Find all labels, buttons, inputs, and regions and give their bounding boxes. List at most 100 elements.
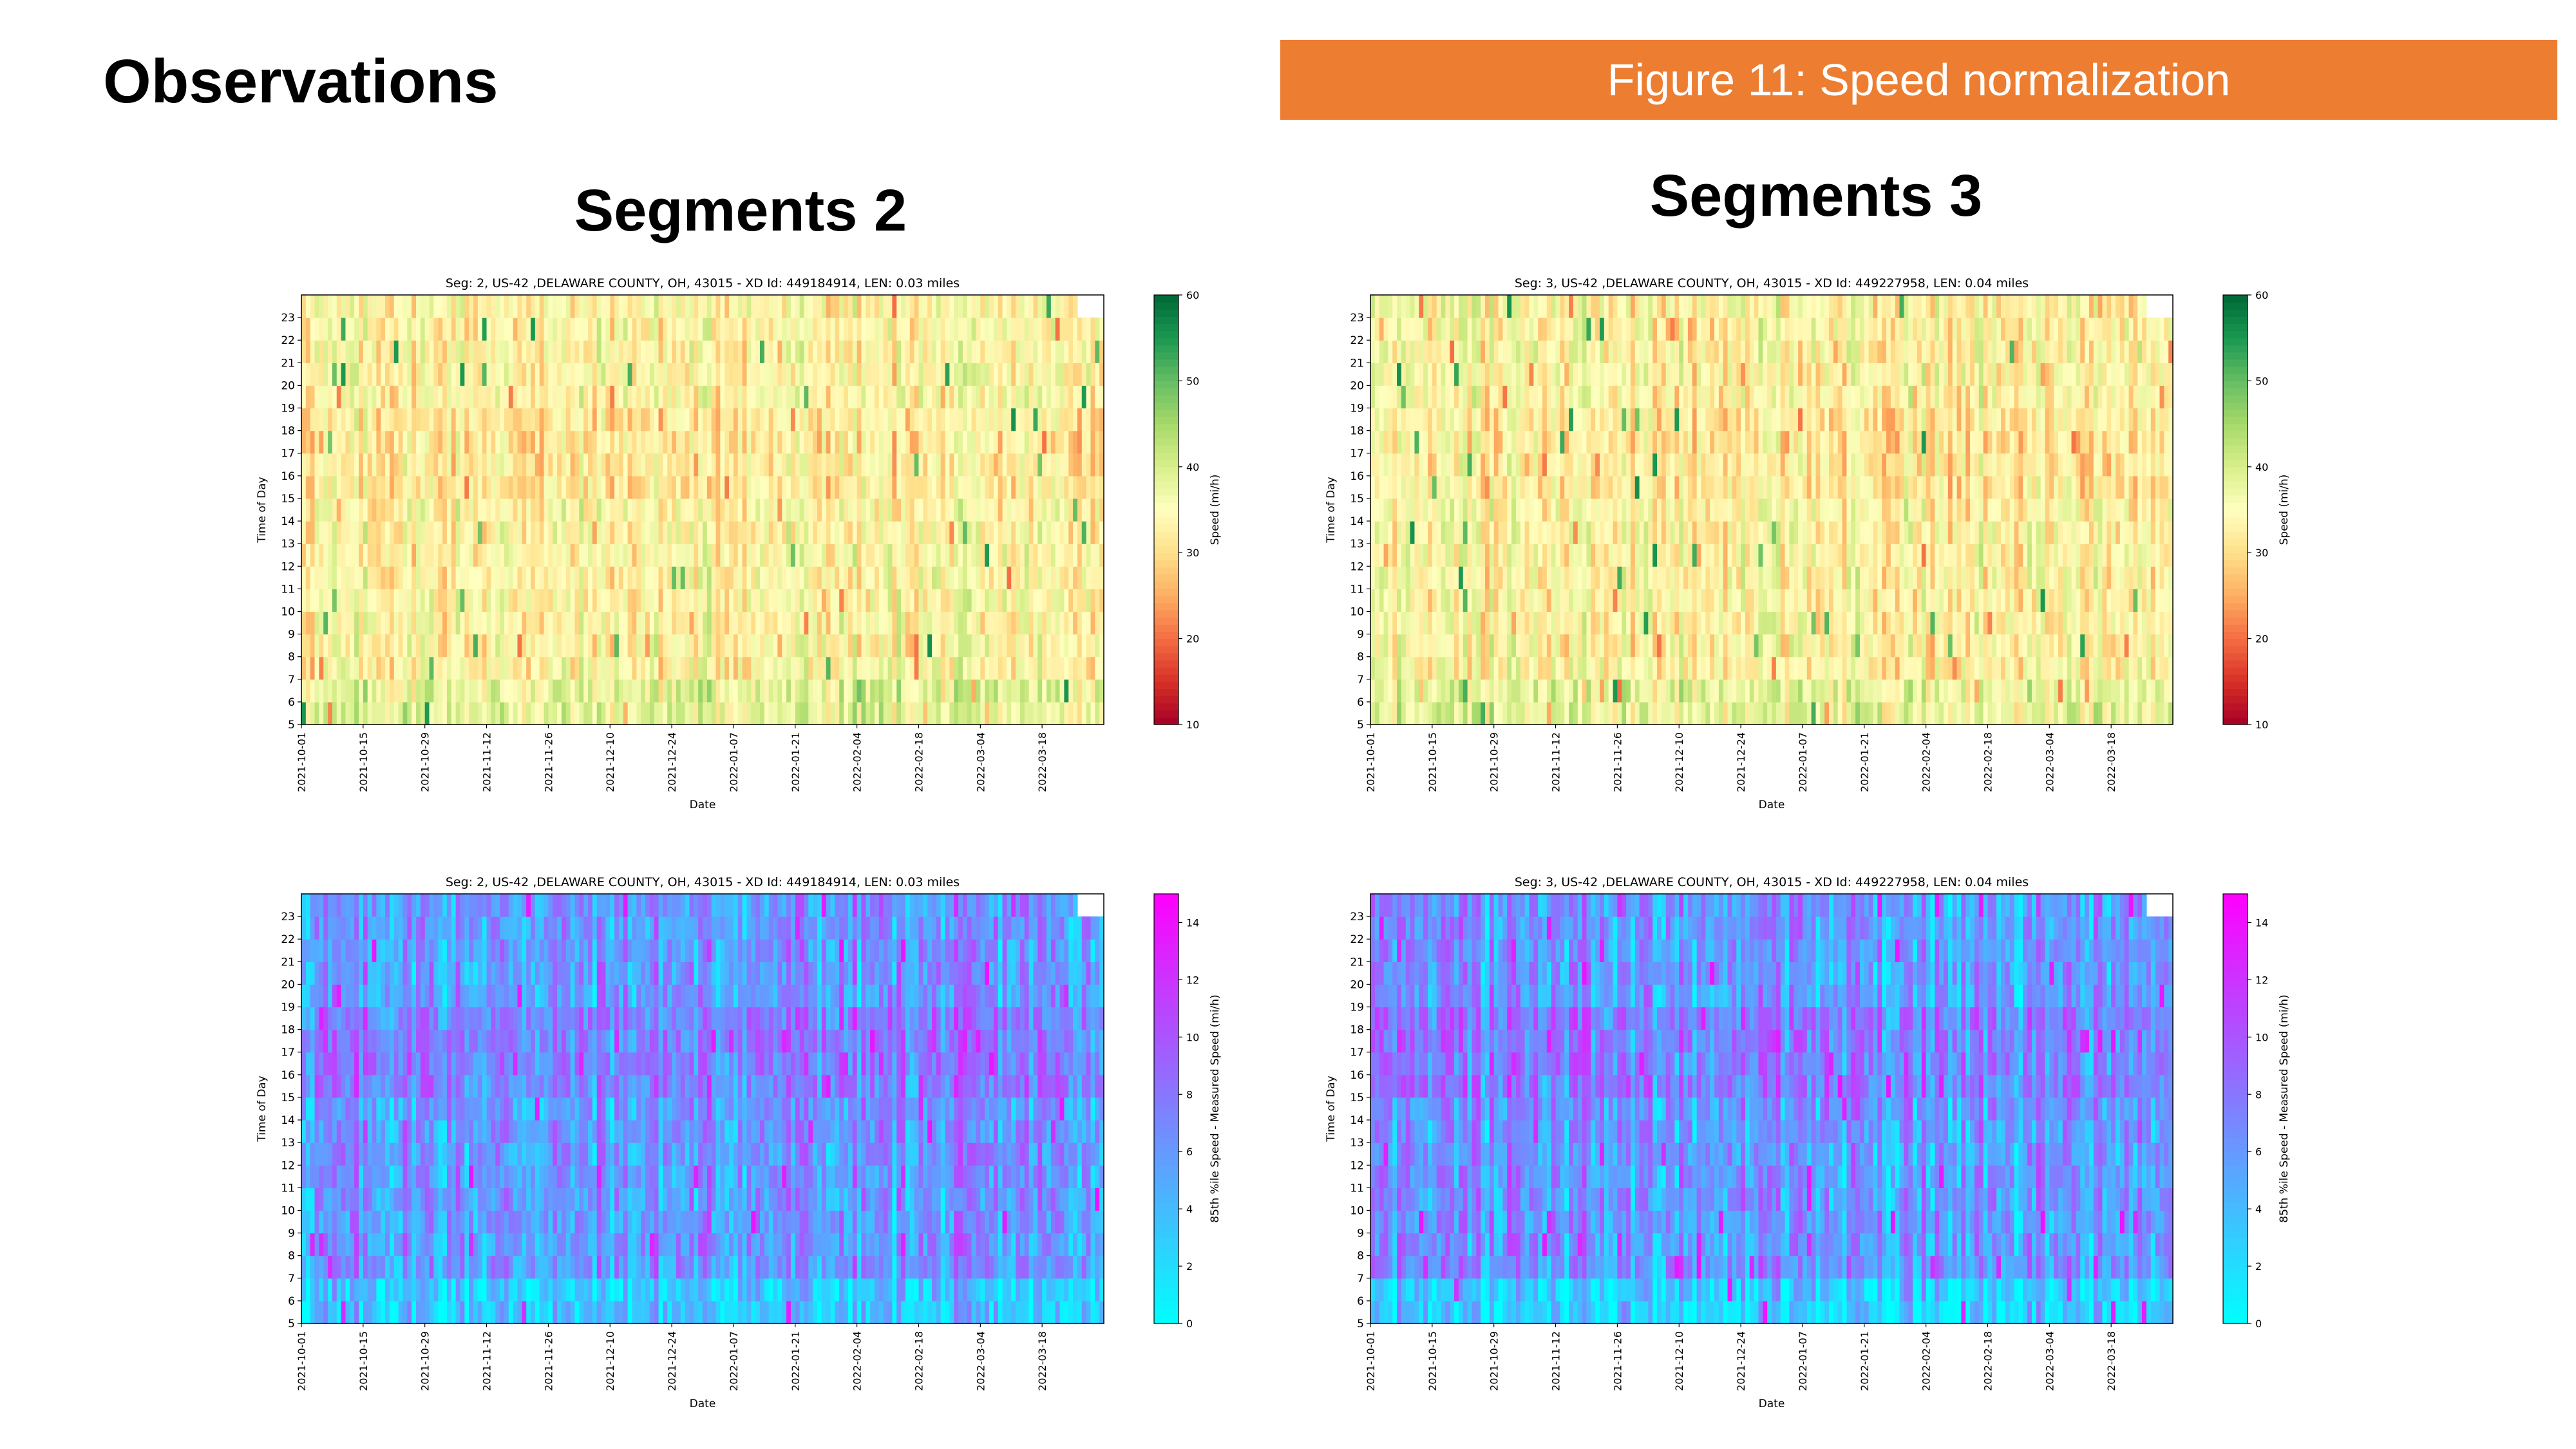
heatmap-cell — [1472, 475, 1477, 499]
heatmap-cell — [531, 363, 536, 386]
heatmap-cell — [350, 295, 355, 318]
heatmap-cell — [1405, 589, 1411, 612]
heatmap-cell — [526, 589, 531, 612]
heatmap-cell — [870, 408, 875, 431]
heatmap-cell — [804, 408, 809, 431]
heatmap-cell — [1551, 453, 1557, 477]
heatmap-cell — [887, 430, 893, 454]
heatmap-cell — [381, 656, 386, 680]
heatmap-cell — [601, 544, 606, 567]
heatmap-cell — [323, 453, 328, 477]
heatmap-cell — [715, 521, 721, 544]
heatmap-cell — [861, 498, 866, 522]
heatmap-cell — [954, 589, 959, 612]
heatmap-cell — [539, 611, 545, 635]
heatmap-cell — [1055, 701, 1061, 725]
heatmap-cell — [412, 453, 417, 477]
heatmap-cell — [381, 498, 386, 522]
heatmap-cell — [504, 566, 509, 589]
heatmap-cell — [706, 475, 712, 499]
heatmap-cell — [535, 317, 540, 341]
heatmap-cell — [618, 475, 624, 499]
heatmap-cell — [1454, 340, 1459, 363]
heatmap-cell — [508, 679, 514, 703]
heatmap-cell — [605, 701, 611, 725]
heatmap-cell — [848, 634, 853, 658]
heatmap-cell — [1024, 430, 1030, 454]
heatmap-cell — [1472, 385, 1477, 409]
heatmap-cell — [1622, 701, 1627, 725]
heatmap-cell — [442, 408, 448, 431]
heatmap-cell — [1024, 701, 1030, 725]
heatmap-cell — [583, 566, 589, 589]
heatmap-cell — [1007, 498, 1012, 522]
heatmap-cell — [583, 498, 589, 522]
heatmap-cell — [1657, 408, 1662, 431]
heatmap-cell — [596, 634, 602, 658]
heatmap-cell — [1542, 475, 1548, 499]
heatmap-cell — [1379, 701, 1385, 725]
heatmap-cell — [1432, 634, 1437, 658]
heatmap-cell — [446, 656, 452, 680]
colorbar-segment — [1154, 624, 1179, 632]
heatmap-cell — [433, 679, 439, 703]
heatmap-cell — [561, 453, 567, 477]
heatmap-cell — [1639, 498, 1645, 522]
heatmap-cell — [1485, 340, 1490, 363]
heatmap-cell — [1630, 566, 1636, 589]
heatmap-cell — [962, 317, 968, 341]
heatmap-cell — [1683, 544, 1689, 567]
heatmap-cell — [848, 656, 853, 680]
heatmap-cell — [967, 679, 972, 703]
heatmap-cell — [1489, 634, 1495, 658]
heatmap-cell — [1019, 521, 1025, 544]
heatmap-cell — [451, 544, 457, 567]
heatmap-cell — [1024, 634, 1030, 658]
heatmap-cell — [305, 544, 311, 567]
heatmap-cell — [627, 453, 633, 477]
heatmap-cell — [301, 544, 307, 567]
heatmap-cell — [901, 295, 906, 318]
heatmap-cell — [844, 295, 849, 318]
heatmap-cell — [605, 566, 611, 589]
heatmap-cell — [557, 701, 562, 725]
heatmap-cell — [1024, 589, 1030, 612]
heatmap-cell — [1630, 521, 1636, 544]
heatmap-cell — [1600, 589, 1605, 612]
heatmap-cell — [817, 340, 822, 363]
heatmap-cell — [1481, 453, 1486, 477]
heatmap-cell — [491, 544, 496, 567]
heatmap-cell — [1683, 656, 1689, 680]
heatmap-cell — [1493, 430, 1499, 454]
heatmap-cell — [341, 656, 346, 680]
heatmap-cell — [1564, 701, 1569, 725]
heatmap-cell — [1573, 363, 1578, 386]
heatmap-cell — [376, 521, 381, 544]
heatmap-cell — [1546, 656, 1552, 680]
heatmap-cell — [393, 317, 399, 341]
heatmap-cell — [1441, 521, 1446, 544]
heatmap-cell — [433, 475, 439, 499]
heatmap-cell — [451, 295, 457, 318]
heatmap-cell — [570, 385, 576, 409]
heatmap-cell — [993, 340, 999, 363]
heatmap-cell — [826, 544, 831, 567]
colorbar-segment — [1154, 703, 1179, 711]
heatmap-cell — [830, 498, 835, 522]
heatmap-cell — [477, 295, 483, 318]
heatmap-cell — [1489, 521, 1495, 544]
heatmap-cell — [627, 408, 633, 431]
heatmap-cell — [513, 634, 518, 658]
heatmap-cell — [328, 611, 333, 635]
heatmap-cell — [1405, 363, 1411, 386]
colorbar-frame — [1153, 294, 1179, 725]
heatmap-cell — [980, 589, 985, 612]
heatmap-cell — [1670, 295, 1675, 318]
heatmap-cell — [1665, 656, 1671, 680]
heatmap-cell — [1370, 634, 1376, 658]
heatmap-cell — [1379, 430, 1385, 454]
heatmap-cell — [1419, 385, 1424, 409]
heatmap-cell — [451, 475, 457, 499]
heatmap-cell — [694, 295, 699, 318]
heatmap-cell — [852, 679, 858, 703]
